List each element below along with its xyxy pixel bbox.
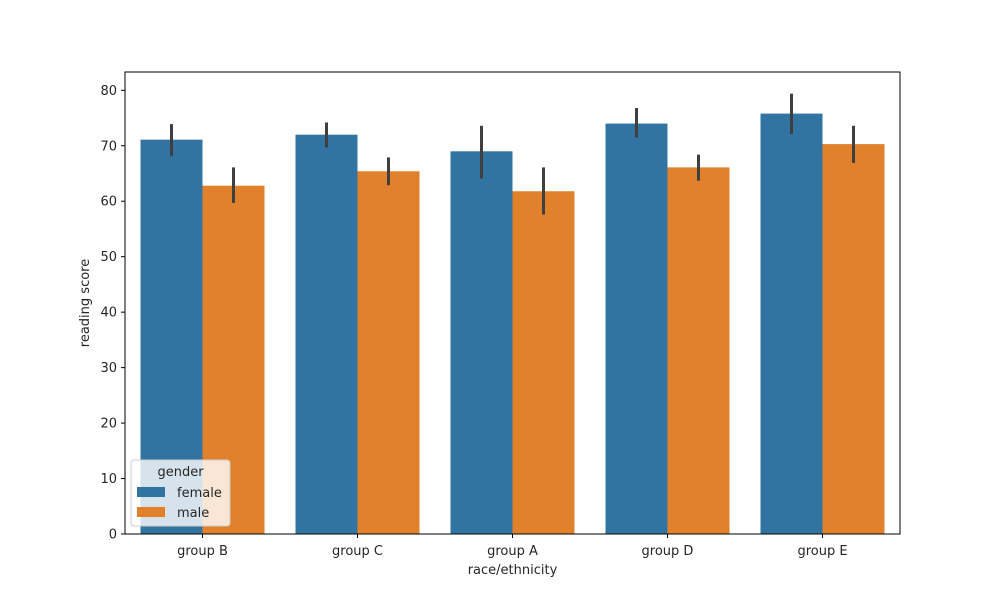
legend-swatch-female bbox=[137, 487, 165, 497]
x-tick-label: group A bbox=[487, 544, 538, 559]
legend: gender female male bbox=[130, 459, 231, 527]
y-axis-label: reading score bbox=[78, 259, 93, 347]
y-tick-label: 0 bbox=[109, 528, 117, 543]
bar-female-group-a bbox=[450, 151, 513, 535]
y-tick-label: 50 bbox=[100, 250, 117, 265]
x-tick-label: group B bbox=[177, 544, 228, 559]
y-tick-label: 80 bbox=[100, 84, 117, 99]
legend-label-female: female bbox=[177, 486, 222, 501]
y-tick-label: 30 bbox=[100, 361, 117, 376]
errorbars-layer bbox=[170, 93, 855, 215]
y-axis: 0 10 20 30 40 50 60 70 80 bbox=[100, 84, 125, 543]
x-tick-label: group D bbox=[642, 544, 694, 559]
y-tick-label: 10 bbox=[100, 472, 117, 487]
legend-label-male: male bbox=[177, 506, 209, 521]
bar-male-group-e bbox=[822, 144, 885, 535]
x-tick-label: group E bbox=[797, 544, 847, 559]
legend-title: gender bbox=[157, 465, 204, 480]
bar-male-group-a bbox=[512, 191, 575, 534]
bar-female-group-d bbox=[605, 123, 668, 534]
x-tick-label: group C bbox=[332, 544, 383, 559]
bar-female-group-c bbox=[295, 134, 358, 534]
y-tick-label: 70 bbox=[100, 139, 117, 154]
y-tick-label: 40 bbox=[100, 306, 117, 321]
x-axis-label: race/ethnicity bbox=[468, 563, 558, 578]
bars-layer bbox=[140, 113, 885, 535]
x-axis: group B group C group A group D group E bbox=[177, 534, 848, 559]
bar-male-group-c bbox=[357, 171, 420, 534]
y-tick-label: 20 bbox=[100, 417, 117, 432]
legend-swatch-male bbox=[137, 507, 165, 517]
bar-male-group-d bbox=[667, 167, 730, 534]
bar-female-group-e bbox=[760, 113, 823, 534]
y-tick-label: 60 bbox=[100, 195, 117, 210]
